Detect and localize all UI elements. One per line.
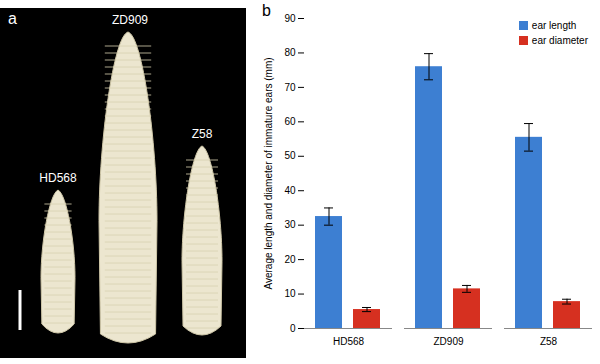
html-text:ear diameter: ear diameter bbox=[531, 35, 588, 46]
svg-text:a: a bbox=[8, 10, 17, 27]
svg-text:60: 60 bbox=[284, 116, 296, 127]
html-text:b: b bbox=[262, 2, 271, 19]
svg-text:50: 50 bbox=[284, 150, 296, 161]
svg-text:ZD909: ZD909 bbox=[433, 336, 463, 347]
svg-text:Z58: Z58 bbox=[192, 127, 213, 141]
svg-text:30: 30 bbox=[284, 219, 296, 230]
svg-text:80: 80 bbox=[284, 47, 296, 58]
svg-text:90: 90 bbox=[284, 13, 296, 24]
svg-text:10: 10 bbox=[284, 288, 296, 299]
svg-text:HD568: HD568 bbox=[39, 171, 77, 185]
svg-text:ZD909: ZD909 bbox=[112, 13, 148, 27]
svg-text:HD568: HD568 bbox=[333, 336, 365, 347]
html-text:ear length: ear length bbox=[531, 20, 577, 31]
svg-text:Z58: Z58 bbox=[540, 336, 558, 347]
svg-text:20: 20 bbox=[284, 254, 296, 265]
svg-text:40: 40 bbox=[284, 185, 296, 196]
svg-text:Average length and diameter of: Average length and diameter of immature … bbox=[263, 57, 274, 289]
svg-text:0: 0 bbox=[290, 323, 296, 334]
svg-text:70: 70 bbox=[284, 82, 296, 93]
